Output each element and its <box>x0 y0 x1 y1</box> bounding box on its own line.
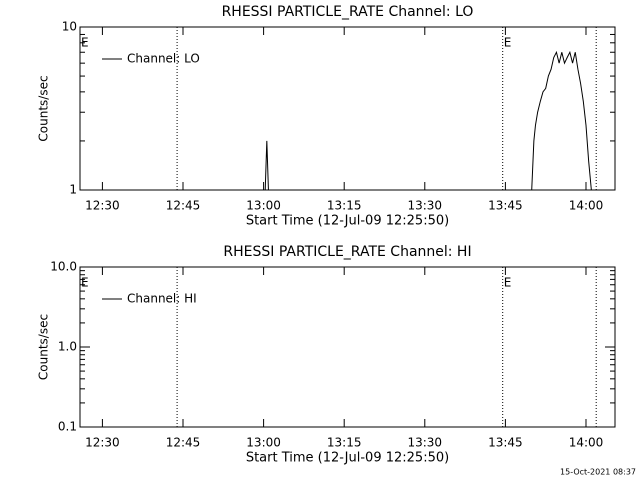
event-label: E <box>81 276 89 290</box>
x-tick-label: 14:00 <box>569 436 604 450</box>
y-tick-label: 1.0 <box>58 340 77 354</box>
y-axis-label: Counts/sec <box>37 314 51 380</box>
y-tick-label: 10.0 <box>50 260 77 274</box>
x-tick-label: 13:45 <box>488 436 523 450</box>
event-label: E <box>504 36 512 50</box>
legend-label: Channel: LO <box>127 52 200 66</box>
x-tick-label: 13:30 <box>407 436 442 450</box>
x-tick-label: 12:30 <box>85 199 120 213</box>
x-axis-label: Start Time (12-Jul-09 12:25:50) <box>246 451 449 466</box>
y-tick-label: 0.1 <box>58 420 77 434</box>
x-tick-label: 13:00 <box>246 199 281 213</box>
plot-frame <box>79 26 616 191</box>
x-tick-label: 13:45 <box>488 199 523 213</box>
x-axis-label: Start Time (12-Jul-09 12:25:50) <box>246 214 449 229</box>
footer: 15-Oct-2021 08:37 <box>560 468 636 477</box>
title: RHESSI PARTICLE_RATE Channel: LO <box>222 4 474 20</box>
data-line <box>264 140 269 191</box>
legend-label: Channel: HI <box>127 292 197 306</box>
x-tick-label: 13:00 <box>246 436 281 450</box>
x-tick-label: 13:30 <box>407 199 442 213</box>
x-tick-label: 12:30 <box>85 436 120 450</box>
y-tick-label: 10 <box>62 20 77 34</box>
event-label: E <box>504 276 512 290</box>
y-tick-label: 1 <box>69 183 77 197</box>
data-line <box>531 50 592 191</box>
title: RHESSI PARTICLE_RATE Channel: HI <box>223 244 471 260</box>
x-tick-label: 12:45 <box>166 199 201 213</box>
y-axis-label: Counts/sec <box>37 75 51 141</box>
x-tick-label: 14:00 <box>569 199 604 213</box>
x-tick-label: 12:45 <box>166 436 201 450</box>
event-label: E <box>81 36 89 50</box>
x-tick-label: 13:15 <box>327 199 362 213</box>
x-tick-label: 13:15 <box>327 436 362 450</box>
